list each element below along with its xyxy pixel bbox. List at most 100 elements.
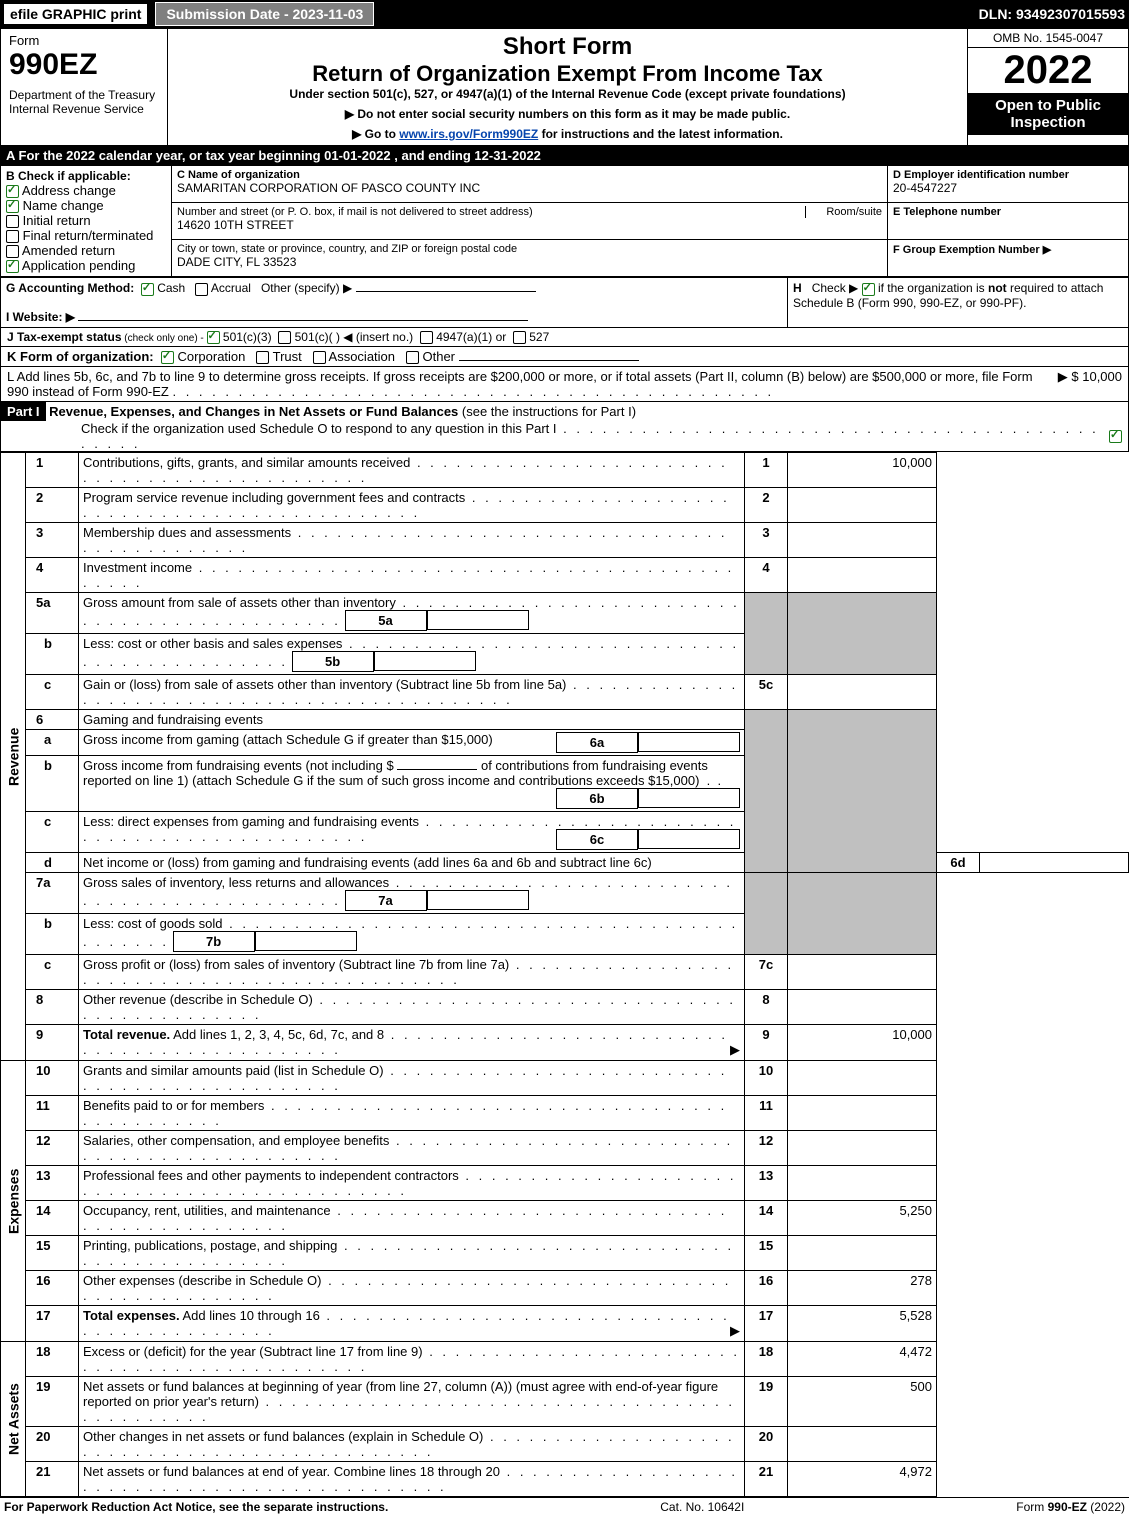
line-4-text: Investment income — [79, 558, 745, 593]
row-i-label: I Website: ▶ — [6, 310, 75, 324]
line-5c-amt — [788, 675, 937, 710]
chk-pending[interactable]: Application pending — [6, 258, 166, 273]
chk-trust[interactable] — [256, 351, 269, 364]
line-6c-amt[interactable] — [638, 829, 740, 849]
section-a-taxyear: A For the 2022 calendar year, or tax yea… — [0, 146, 1129, 165]
form-header: Form 990EZ Department of the Treasury In… — [0, 28, 1129, 146]
line-14-text: Occupancy, rent, utilities, and maintena… — [79, 1201, 745, 1236]
line-13-text: Professional fees and other payments to … — [79, 1166, 745, 1201]
line-18-text: Excess or (deficit) for the year (Subtra… — [79, 1342, 745, 1377]
bullet-ssn: ▶ Do not enter social security numbers o… — [176, 107, 959, 121]
line-10-amt — [788, 1061, 937, 1096]
chk-527[interactable] — [513, 331, 526, 344]
line-6d-text: Net income or (loss) from gaming and fun… — [79, 853, 745, 873]
chk-corp[interactable] — [161, 351, 174, 364]
row-l: L Add lines 5b, 6c, and 7b to line 9 to … — [0, 367, 1129, 402]
dept-treasury: Department of the Treasury — [9, 88, 159, 102]
box-b-title: B Check if applicable: — [6, 169, 166, 183]
line-5a-amt[interactable] — [427, 610, 529, 630]
line-6b-amt[interactable] — [638, 788, 740, 808]
chk-final[interactable]: Final return/terminated — [6, 228, 166, 243]
box-c-name: C Name of organization SAMARITAN CORPORA… — [172, 166, 888, 203]
website-line[interactable] — [78, 320, 528, 321]
chk-501c3[interactable] — [207, 331, 220, 344]
header-left: Form 990EZ Department of the Treasury In… — [1, 29, 168, 145]
box-d: D Employer identification number 20-4547… — [888, 166, 1129, 203]
part1-header-row: Part I Revenue, Expenses, and Changes in… — [0, 402, 1129, 452]
under-section: Under section 501(c), 527, or 4947(a)(1)… — [176, 87, 959, 101]
chk-501c[interactable] — [278, 331, 291, 344]
box-b: B Check if applicable: Address change Na… — [1, 166, 172, 277]
line-4-amt — [788, 558, 937, 593]
line-21-amt: 4,972 — [788, 1462, 937, 1497]
line-14-amt: 5,250 — [788, 1201, 937, 1236]
street-value: 14620 10TH STREET — [177, 218, 882, 232]
box-c-city: City or town, state or province, country… — [172, 240, 888, 277]
chk-address[interactable]: Address change — [6, 183, 166, 198]
chk-initial[interactable]: Initial return — [6, 213, 166, 228]
line-7a-amt[interactable] — [427, 890, 529, 910]
chk-schedule-o[interactable] — [1109, 430, 1122, 443]
line-17-text: Total expenses. Add lines 10 through 16 … — [79, 1306, 745, 1342]
bullet-goto: ▶ Go to www.irs.gov/Form990EZ for instru… — [176, 127, 959, 141]
footer-center: Cat. No. 10642I — [660, 1500, 744, 1514]
box-e: E Telephone number — [888, 203, 1129, 240]
line-19-text: Net assets or fund balances at beginning… — [79, 1377, 745, 1427]
chk-cash[interactable] — [141, 283, 154, 296]
header-center: Short Form Return of Organization Exempt… — [168, 29, 967, 145]
line-3-text: Membership dues and assessments — [79, 523, 745, 558]
efile-badge: efile GRAPHIC print — [4, 4, 147, 24]
row-h: H Check ▶ if the organization is not req… — [788, 278, 1129, 327]
footer-left: For Paperwork Reduction Act Notice, see … — [4, 1500, 388, 1514]
form-label: Form — [9, 33, 159, 48]
page-footer: For Paperwork Reduction Act Notice, see … — [0, 1497, 1129, 1516]
line-6b: Gross income from fundraising events (no… — [79, 756, 745, 812]
dept-irs: Internal Revenue Service — [9, 102, 159, 116]
line-2-amt — [788, 488, 937, 523]
row-j: J Tax-exempt status (check only one) - 5… — [0, 328, 1129, 347]
line-6d-amt — [980, 853, 1129, 873]
line-20-amt — [788, 1427, 937, 1462]
line-10-text: Grants and similar amounts paid (list in… — [79, 1061, 745, 1096]
other-specify-line[interactable] — [356, 291, 536, 292]
chk-other-org[interactable] — [406, 351, 419, 364]
chk-4947[interactable] — [420, 331, 433, 344]
line-7c-amt — [788, 955, 937, 990]
line-21-text: Net assets or fund balances at end of ye… — [79, 1462, 745, 1497]
chk-name[interactable]: Name change — [6, 198, 166, 213]
line-11-amt — [788, 1096, 937, 1131]
line-2-text: Program service revenue including govern… — [79, 488, 745, 523]
line-7c-text: Gross profit or (loss) from sales of inv… — [79, 955, 745, 990]
line-18-amt: 4,472 — [788, 1342, 937, 1377]
return-title: Return of Organization Exempt From Incom… — [176, 61, 959, 87]
form-number: 990EZ — [9, 48, 159, 82]
line-1-text: Contributions, gifts, grants, and simila… — [79, 453, 745, 488]
line-13-amt — [788, 1166, 937, 1201]
other-org-line[interactable] — [459, 360, 639, 361]
line-12-amt — [788, 1131, 937, 1166]
chk-assoc[interactable] — [313, 351, 326, 364]
line-6c: Less: direct expenses from gaming and fu… — [79, 812, 745, 853]
irs-link[interactable]: www.irs.gov/Form990EZ — [399, 127, 538, 141]
short-form-title: Short Form — [176, 33, 959, 61]
open-inspection: Open to Public Inspection — [968, 93, 1128, 135]
line-9-text: Total revenue. Add lines 1, 2, 3, 4, 5c,… — [79, 1025, 745, 1061]
line-6-text: Gaming and fundraising events — [79, 710, 745, 730]
box-c-street: Number and street (or P. O. box, if mail… — [172, 203, 888, 240]
chk-amended[interactable]: Amended return — [6, 243, 166, 258]
line-6a-amt[interactable] — [638, 732, 740, 752]
chk-accrual[interactable] — [195, 283, 208, 296]
line-7b: Less: cost of goods sold 7b — [79, 914, 745, 955]
line-12-text: Salaries, other compensation, and employ… — [79, 1131, 745, 1166]
row-g: G Accounting Method: Cash Accrual Other … — [1, 278, 788, 327]
row-l-amount: ▶ $ 10,000 — [1050, 369, 1122, 399]
g-h-table: G Accounting Method: Cash Accrual Other … — [0, 277, 1129, 327]
line-5b-amt[interactable] — [374, 651, 476, 671]
line-7b-amt[interactable] — [255, 931, 357, 951]
chk-schedule-b[interactable] — [862, 283, 875, 296]
line-7a: Gross sales of inventory, less returns a… — [79, 873, 745, 914]
row-k: K Form of organization: Corporation Trus… — [0, 347, 1129, 367]
line-17-amt: 5,528 — [788, 1306, 937, 1342]
line-3-amt — [788, 523, 937, 558]
omb-number: OMB No. 1545-0047 — [968, 29, 1128, 48]
